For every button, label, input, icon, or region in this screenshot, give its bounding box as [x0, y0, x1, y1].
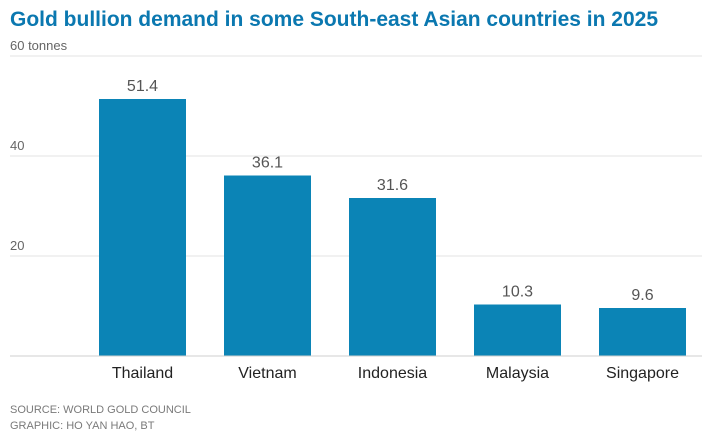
bars	[99, 99, 686, 356]
bar-vietnam	[224, 175, 311, 356]
bar-singapore	[599, 308, 686, 356]
x-tick-label: Malaysia	[486, 365, 549, 382]
chart-title: Gold bullion demand in some South-east A…	[10, 8, 658, 31]
x-axis-tick-labels: Thailand Vietnam Indonesia Malaysia Singapor…	[112, 365, 679, 382]
value-label: 10.3	[502, 284, 533, 301]
bar-thailand	[99, 99, 186, 356]
x-tick-label: Vietnam	[238, 365, 296, 382]
y-tick-label: 20	[10, 238, 24, 253]
y-tick-label: 60 tonnes	[10, 38, 68, 53]
value-label: 9.6	[631, 287, 653, 304]
x-tick-label: Thailand	[112, 365, 173, 382]
x-tick-label: Singapore	[606, 365, 679, 382]
bar-malaysia	[474, 304, 561, 356]
value-labels: 51.4 36.1 31.6 10.3 9.6	[127, 78, 654, 304]
value-label: 51.4	[127, 78, 158, 95]
value-label: 36.1	[252, 155, 283, 172]
x-tick-label: Indonesia	[358, 365, 427, 382]
y-axis-tick-labels: 20 40 60 tonnes	[10, 38, 68, 253]
bar-indonesia	[349, 198, 436, 356]
y-tick-label: 40	[10, 138, 24, 153]
value-label: 31.6	[377, 177, 408, 194]
graphic-credit: GRAPHIC: HO YAN HAO, BT	[10, 420, 155, 432]
source-note: SOURCE: WORLD GOLD COUNCIL	[10, 404, 191, 416]
